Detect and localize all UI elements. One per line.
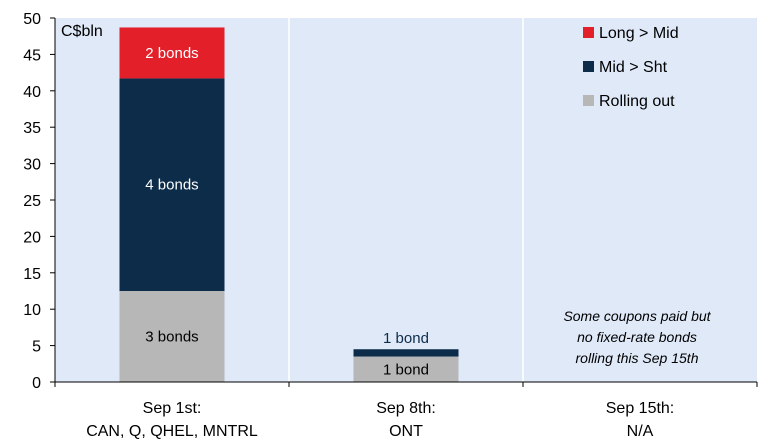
bar-segment-rolling-out bbox=[119, 291, 225, 382]
legend-label: Mid > Sht bbox=[599, 59, 668, 76]
bar-data-label: 4 bonds bbox=[145, 177, 198, 194]
y-tick-label: 50 bbox=[23, 11, 41, 28]
x-category-sublabel: ONT bbox=[389, 423, 423, 440]
x-category-label: Sep 15th: bbox=[606, 400, 675, 417]
legend-swatch bbox=[583, 27, 594, 38]
annotation-note: no fixed-rate bonds bbox=[577, 329, 697, 345]
legend-label: Long > Mid bbox=[599, 25, 679, 42]
x-category-sublabel: N/A bbox=[627, 423, 654, 440]
annotation-note: rolling this Sep 15th bbox=[576, 350, 699, 366]
bar-data-label: 1 bond bbox=[383, 361, 429, 378]
x-category-label: Sep 1st: bbox=[143, 400, 202, 417]
bar-segment-long-mid bbox=[119, 27, 225, 79]
x-category-label: Sep 8th: bbox=[376, 400, 436, 417]
bar-data-label: 1 bond bbox=[383, 330, 429, 347]
bar-segment-mid-sht bbox=[353, 349, 459, 357]
bar-data-label: 3 bonds bbox=[145, 329, 198, 346]
y-tick-label: 5 bbox=[32, 339, 41, 356]
bar-segment-rolling-out bbox=[353, 356, 459, 382]
y-tick-label: 40 bbox=[23, 84, 41, 101]
y-tick-label: 45 bbox=[23, 47, 41, 64]
legend-swatch bbox=[583, 95, 594, 106]
bar-data-label: 2 bonds bbox=[145, 45, 198, 62]
y-tick-label: 25 bbox=[23, 193, 41, 210]
annotation-note: Some coupons paid but bbox=[563, 308, 711, 324]
bar-segment-mid-sht bbox=[119, 78, 225, 291]
y-tick-label: 30 bbox=[23, 157, 41, 174]
y-tick-label: 20 bbox=[23, 229, 41, 246]
legend-swatch bbox=[583, 61, 594, 72]
legend-label: Rolling out bbox=[599, 93, 675, 110]
y-tick-label: 0 bbox=[32, 375, 41, 392]
y-tick-label: 10 bbox=[23, 302, 41, 319]
y-tick-label: 35 bbox=[23, 120, 41, 137]
y-tick-label: 15 bbox=[23, 266, 41, 283]
unit-label: C$bln bbox=[61, 23, 103, 40]
x-category-sublabel: CAN, Q, QHEL, MNTRL bbox=[86, 423, 258, 440]
